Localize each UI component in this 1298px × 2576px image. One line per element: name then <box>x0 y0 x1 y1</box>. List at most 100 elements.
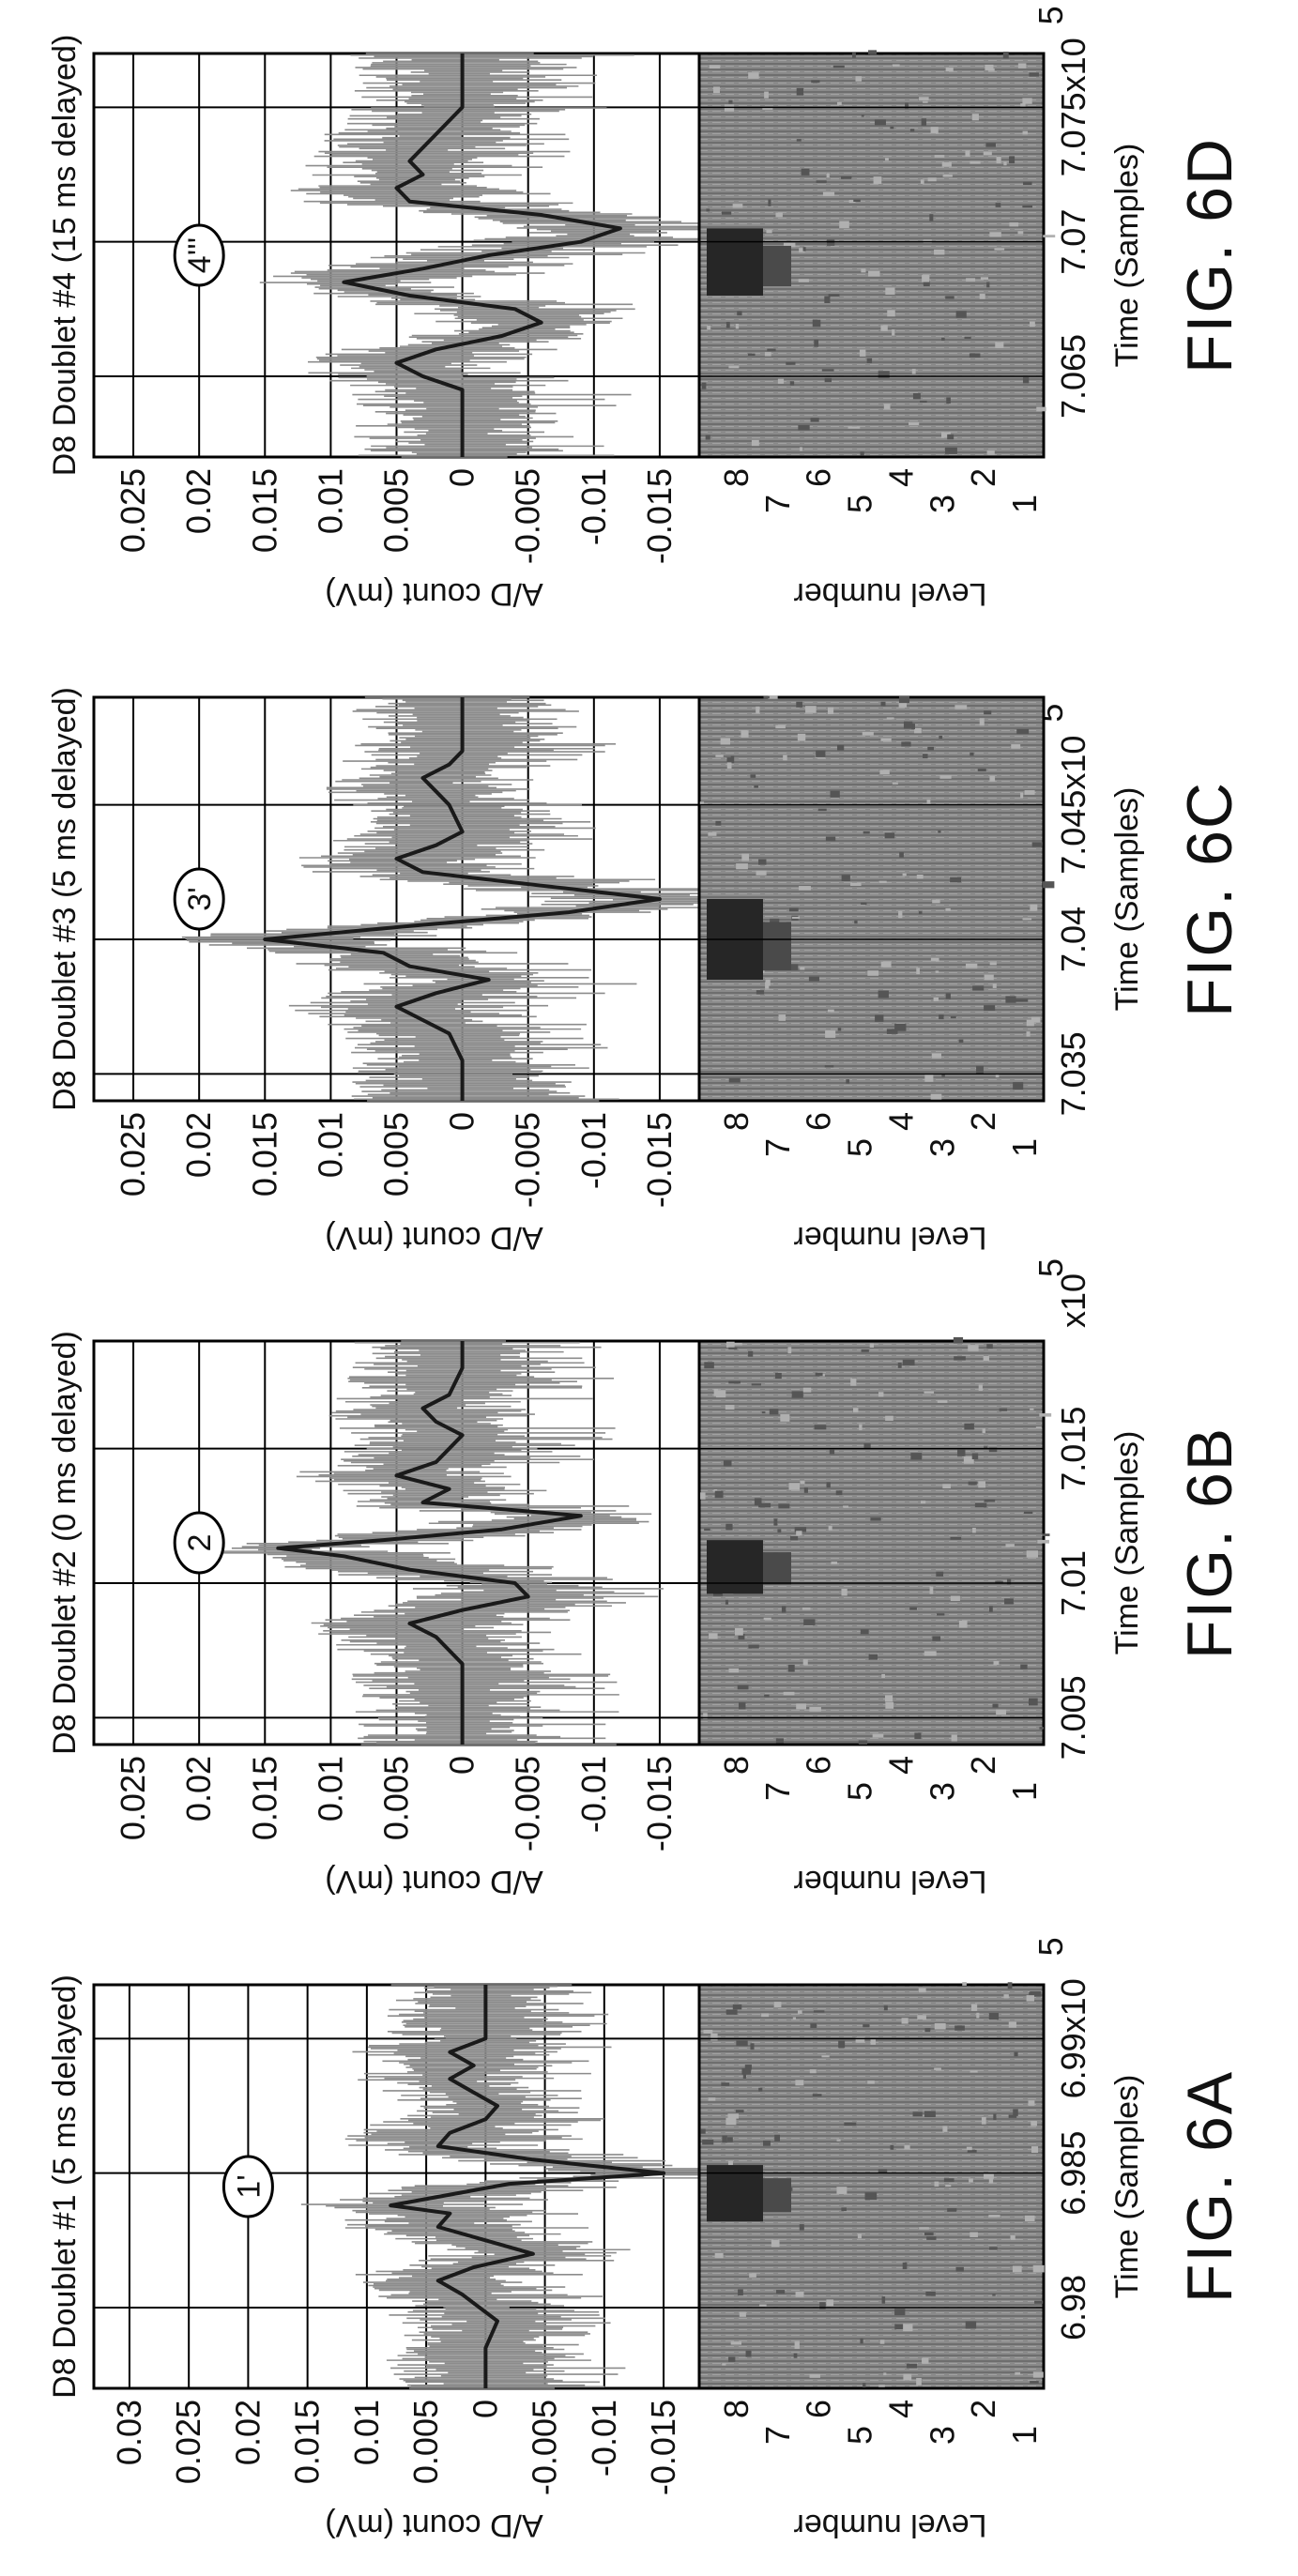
level-speckle <box>1026 1550 1039 1558</box>
level-speckle <box>939 775 952 779</box>
level-speckle <box>920 400 927 403</box>
level-speckle <box>855 76 863 82</box>
level-speckle <box>1008 2114 1017 2118</box>
level-tick-label: 5 <box>841 1782 879 1801</box>
level-speckle <box>704 1362 714 1369</box>
level-speckle <box>727 2113 740 2119</box>
level-tick-label: 5 <box>841 495 879 513</box>
level-speckle <box>721 2082 730 2086</box>
level-speckle <box>773 2002 782 2007</box>
level-speckle <box>758 859 767 865</box>
level-speckle <box>830 790 840 798</box>
level-speckle <box>912 392 921 400</box>
level-speckle <box>854 920 858 924</box>
y-axis-label: A/D count (mV) <box>325 1220 542 1256</box>
level-speckle <box>862 731 874 736</box>
level-speckle <box>904 2144 910 2150</box>
level-speckle <box>860 1629 869 1635</box>
level-speckle <box>796 701 802 708</box>
level-speckle <box>795 2291 804 2297</box>
level-speckle <box>798 425 810 431</box>
level-speckle <box>984 974 994 981</box>
level-speckle <box>880 961 892 968</box>
level-speckle <box>768 695 778 699</box>
level-speckle <box>722 2363 726 2366</box>
level-speckle <box>821 2055 830 2058</box>
level-speckle <box>1020 792 1024 799</box>
level-speckle <box>909 421 920 426</box>
level-speckle <box>839 221 849 229</box>
level-speckle <box>728 1668 740 1673</box>
x-tick-label: 7.065 <box>1054 334 1092 419</box>
level-speckle <box>756 706 760 714</box>
y-tick-label: 0.005 <box>377 1756 416 1840</box>
level-speckle <box>1022 98 1032 104</box>
x-tick-label: 7.075x10 <box>1054 38 1092 176</box>
level-speckle <box>826 1482 831 1488</box>
level-speckle <box>903 2373 912 2381</box>
level-speckle <box>1028 1698 1038 1706</box>
x-tick-label: 7.015 <box>1054 1407 1092 1491</box>
level-speckle <box>1012 2265 1022 2273</box>
level-speckle <box>737 311 742 316</box>
annotation-circle <box>173 223 225 287</box>
level-speckle <box>995 1074 1000 1078</box>
level-speckle <box>725 2009 738 2015</box>
level-tick-label: 4 <box>881 2400 920 2418</box>
level-speckle <box>971 1453 979 1460</box>
y-tick-label: 0.025 <box>114 1112 152 1197</box>
level-speckle <box>848 426 861 429</box>
level-speckle <box>741 853 750 861</box>
level-speckle <box>1031 2121 1037 2126</box>
level-speckle <box>826 173 830 178</box>
level-speckle <box>702 2140 714 2145</box>
level-speckle <box>803 1487 808 1493</box>
level-speckle <box>861 268 866 273</box>
y-tick-label: 0.01 <box>311 1756 349 1821</box>
level-speckle <box>750 774 756 778</box>
level-speckle <box>919 97 929 101</box>
level-speckle <box>792 2017 797 2020</box>
level-speckle <box>739 1702 746 1710</box>
level-speckle <box>704 1528 710 1531</box>
level-speckle <box>775 212 783 218</box>
level-speckle <box>947 2208 957 2212</box>
level-speckle <box>824 377 832 383</box>
level-tick-label: 2 <box>964 2400 1002 2418</box>
level-speckle <box>894 2324 905 2330</box>
level-speckle <box>836 2139 841 2142</box>
level-speckle <box>987 69 995 71</box>
level-speckle <box>728 99 733 104</box>
level-speckle <box>707 325 711 330</box>
level-speckle <box>867 2081 875 2084</box>
y-tick-label: 0.01 <box>311 468 349 534</box>
y-tick-label: -0.01 <box>574 1112 613 1189</box>
level-speckle <box>817 808 827 812</box>
level-speckle <box>710 2033 718 2041</box>
panel-1: D8 Doublet #1 (5 ms delayed)0.03 0.025 0.0… <box>47 1937 1245 2543</box>
level-speckle <box>750 2043 755 2050</box>
level-speckle <box>878 2385 885 2387</box>
level-speckle <box>932 1636 941 1641</box>
level-speckle <box>1022 205 1033 208</box>
level-speckle <box>963 1456 974 1464</box>
level-speckle <box>728 2356 736 2362</box>
level-speckle <box>922 275 930 282</box>
level-panel <box>697 1983 1046 2390</box>
level-speckle <box>846 1079 850 1084</box>
level-speckle <box>748 1644 759 1649</box>
level-speckle <box>826 239 835 246</box>
level-speckle <box>824 296 831 303</box>
level-speckle <box>775 2290 786 2294</box>
x-tick-label: 7.01 <box>1054 1550 1092 1616</box>
level-speckle <box>802 1387 812 1393</box>
level-speckle <box>860 2338 863 2344</box>
level-speckle <box>941 337 945 341</box>
level-speckle <box>954 705 968 709</box>
level-dark-band-lower <box>763 246 791 286</box>
level-speckle <box>725 1405 735 1410</box>
x-axis-label: Time (Samples) <box>1109 787 1145 1012</box>
level-speckle <box>1030 1408 1034 1410</box>
y-tick-label: 0.03 <box>110 2400 148 2465</box>
level-speckle <box>745 2350 752 2357</box>
